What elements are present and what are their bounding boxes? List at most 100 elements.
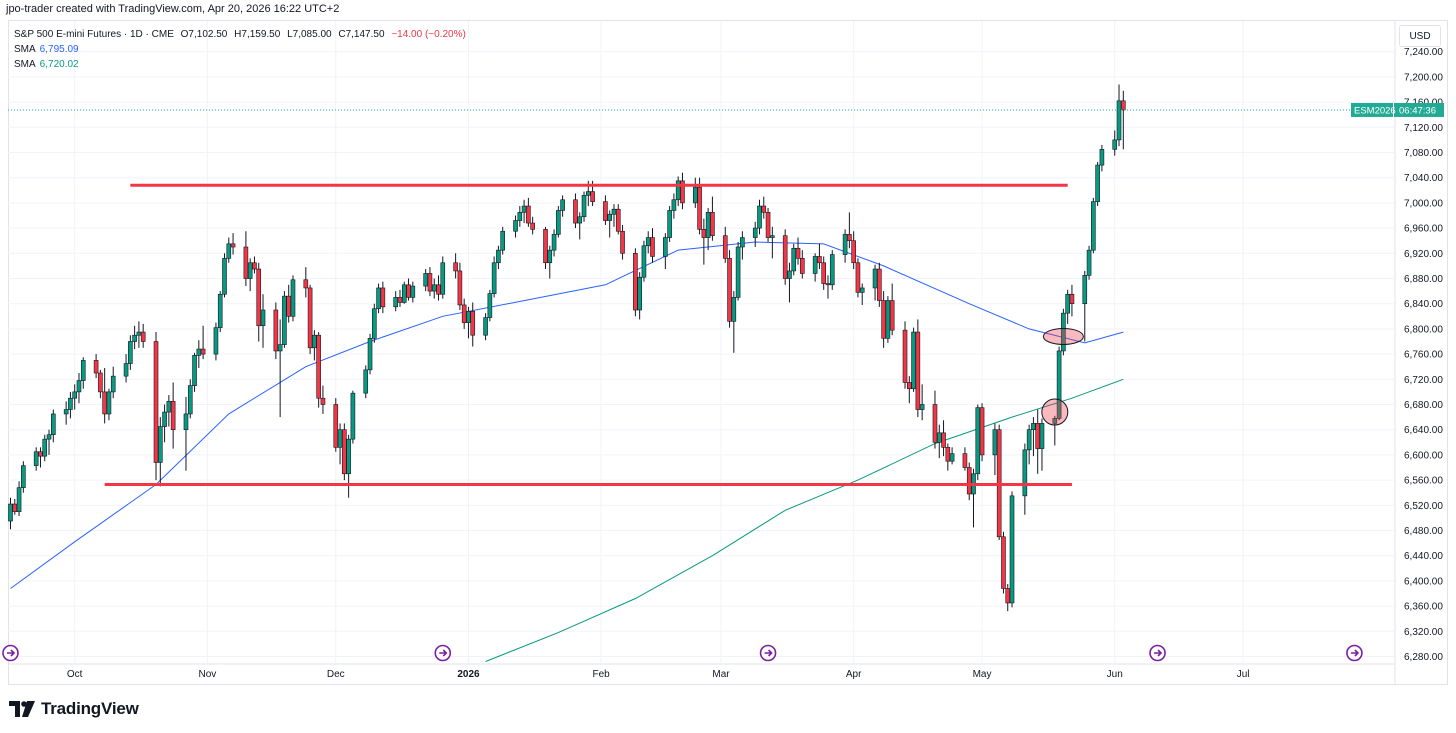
highlight-circle[interactable] <box>1041 398 1069 426</box>
sma2-row[interactable]: SMA 6,720.02 <box>14 57 466 72</box>
symbol-row[interactable]: S&P 500 E-mini Futures · 1D · CME O7,102… <box>14 27 466 42</box>
candle-body <box>367 338 373 371</box>
candle <box>1031 417 1036 457</box>
candle <box>46 429 52 455</box>
candle <box>761 196 767 219</box>
time-tick-label: Oct <box>67 669 83 680</box>
horizontal-levels[interactable] <box>104 183 1072 487</box>
event-marker-arrow <box>439 649 448 657</box>
candle-body <box>1031 423 1036 430</box>
candle-body <box>46 434 52 440</box>
candle <box>376 283 381 314</box>
candle-body <box>423 273 428 287</box>
candle <box>406 278 411 301</box>
event-marker-arrow <box>1154 649 1163 657</box>
candle-body <box>217 293 223 328</box>
candle-body <box>222 258 227 295</box>
candle <box>675 176 681 207</box>
candle-body <box>333 404 339 448</box>
candle-body <box>170 401 176 431</box>
candle-body <box>162 411 167 427</box>
price-tick-label: 7,080.00 <box>1404 148 1443 159</box>
price-tick-label: 6,320.00 <box>1404 627 1443 638</box>
candle-body <box>842 234 848 255</box>
candle <box>393 291 399 312</box>
candle <box>500 226 506 255</box>
candle <box>829 250 835 290</box>
candle <box>1022 443 1028 515</box>
event-marker-icon[interactable] <box>434 644 452 662</box>
candle <box>158 417 163 487</box>
candles <box>8 84 1126 612</box>
price-tick-label: 7,000.00 <box>1404 198 1443 209</box>
candle <box>1026 424 1032 465</box>
candle-body <box>158 426 163 463</box>
candle <box>966 462 972 501</box>
candle-body <box>346 438 351 475</box>
candle-body <box>496 249 501 264</box>
candle <box>1005 584 1011 612</box>
candle-body <box>436 284 441 295</box>
candle <box>740 231 745 260</box>
candle-body <box>757 205 762 229</box>
event-markers[interactable] <box>2 644 1363 662</box>
event-marker-icon[interactable] <box>759 644 777 662</box>
candle <box>282 291 287 348</box>
price-tick-label: 6,280.00 <box>1404 652 1443 663</box>
candle-body <box>817 256 822 264</box>
candle-body <box>136 331 142 336</box>
tradingview-logo[interactable]: TradingView <box>9 699 139 719</box>
candle <box>710 196 715 241</box>
event-marker-icon[interactable] <box>1149 644 1166 662</box>
candle <box>1065 289 1070 324</box>
candle-body <box>213 327 219 355</box>
candle <box>140 323 146 348</box>
candle <box>12 499 18 515</box>
candle <box>663 233 668 270</box>
event-marker-icon[interactable] <box>2 644 19 662</box>
candle-body <box>1121 100 1126 111</box>
candle-body <box>410 285 416 298</box>
time-axis[interactable]: Oct Nov Dec 2026 Feb Mar Apr May Jun Jul <box>8 663 1395 680</box>
candle <box>491 256 497 298</box>
candle-body <box>560 199 565 211</box>
price-tick-label: 6,360.00 <box>1404 602 1443 613</box>
sma1-row[interactable]: SMA 6,795.09 <box>14 42 466 57</box>
highlight-ellipse[interactable] <box>1042 327 1084 345</box>
candle <box>247 258 253 292</box>
price-axis[interactable]: 7,240.007,200.007,160.007,120.007,080.00… <box>1351 21 1444 685</box>
candle <box>170 382 176 449</box>
candle-body <box>303 279 309 289</box>
candle-body <box>500 230 506 251</box>
event-marker-icon[interactable] <box>1346 644 1363 662</box>
candle <box>517 206 523 227</box>
candle <box>132 325 137 350</box>
candle <box>16 481 22 517</box>
candle <box>765 207 771 242</box>
last-price-tag[interactable]: ESM2026 06:47:36 <box>1351 102 1444 117</box>
candle-body <box>872 268 878 289</box>
candle-body <box>650 237 655 257</box>
annotations[interactable] <box>1041 327 1084 426</box>
candle-body <box>252 262 257 270</box>
candle-body <box>282 295 287 345</box>
currency-button[interactable]: USD <box>1399 25 1441 47</box>
candle <box>213 322 219 361</box>
candle <box>560 195 565 217</box>
candle <box>33 447 39 471</box>
candle <box>440 256 446 299</box>
candle <box>431 278 437 299</box>
candle <box>226 237 232 263</box>
candle <box>727 250 732 328</box>
candle <box>436 275 441 301</box>
candle <box>410 281 416 303</box>
candle-body <box>859 287 865 293</box>
candle-body <box>427 273 433 292</box>
candle <box>855 258 861 298</box>
symbol-title: S&P 500 E-mini Futures · 1D · CME <box>14 29 174 40</box>
candle <box>650 228 655 263</box>
candle <box>941 420 946 457</box>
candle <box>68 391 73 419</box>
candle-body <box>256 268 262 327</box>
